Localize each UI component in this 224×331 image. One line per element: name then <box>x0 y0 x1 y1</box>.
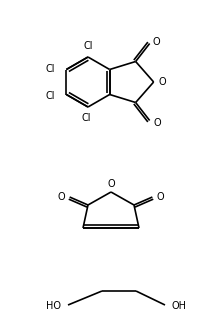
Text: O: O <box>107 179 115 189</box>
Text: O: O <box>159 77 166 87</box>
Text: O: O <box>58 192 65 202</box>
Text: OH: OH <box>172 301 187 311</box>
Text: Cl: Cl <box>46 90 55 101</box>
Text: HO: HO <box>46 301 61 311</box>
Text: O: O <box>157 192 164 202</box>
Text: O: O <box>154 118 162 127</box>
Text: Cl: Cl <box>83 41 93 51</box>
Text: Cl: Cl <box>46 64 55 73</box>
Text: O: O <box>153 36 160 46</box>
Text: Cl: Cl <box>81 113 91 123</box>
